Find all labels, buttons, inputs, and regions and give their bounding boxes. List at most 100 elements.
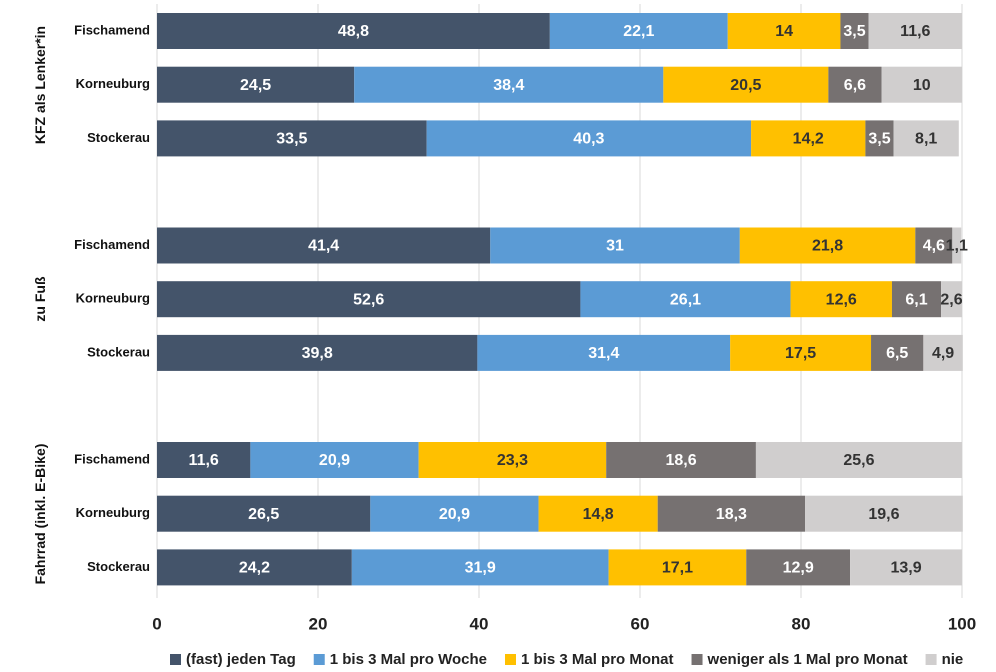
bar-segment xyxy=(663,66,829,103)
bar-segment xyxy=(477,334,731,371)
value-label: 14 xyxy=(775,23,793,40)
bar-segment xyxy=(157,227,491,264)
value-label: 20,5 xyxy=(730,77,761,94)
x-tick-label: 20 xyxy=(309,614,328,633)
value-label: 14,8 xyxy=(583,506,614,523)
bar-segment xyxy=(354,66,664,103)
bar-segment xyxy=(871,334,924,371)
bar-segment xyxy=(881,66,962,103)
value-label: 31 xyxy=(606,238,624,255)
bar-segment xyxy=(739,227,916,264)
x-tick-label: 80 xyxy=(792,614,811,633)
bar-segment xyxy=(941,281,962,318)
value-label: 13,9 xyxy=(890,560,921,577)
category-label: Stockerau xyxy=(87,344,150,359)
bar-segment xyxy=(157,442,251,478)
value-label: 40,3 xyxy=(573,131,604,148)
category-label: Fischamend xyxy=(74,237,150,252)
value-label: 11,6 xyxy=(189,452,219,469)
bar-segment xyxy=(157,495,371,532)
bar-segment xyxy=(840,13,869,49)
legend-label: (fast) jeden Tag xyxy=(186,651,296,668)
bar-segment xyxy=(426,120,752,157)
legend-swatch xyxy=(313,654,325,665)
value-label: 20,9 xyxy=(319,452,350,469)
bar-segment xyxy=(538,495,658,532)
value-label: 26,5 xyxy=(248,506,279,523)
legend-swatch xyxy=(691,654,703,665)
bar-segment xyxy=(790,281,892,318)
bar-segment xyxy=(923,334,963,371)
value-label: 6,1 xyxy=(905,291,927,308)
bar-segment xyxy=(891,281,942,318)
x-tick-label: 0 xyxy=(152,614,161,633)
bar-segment xyxy=(730,334,872,371)
value-label: 52,6 xyxy=(353,291,384,308)
bar-segment xyxy=(250,442,419,478)
bar-segment xyxy=(490,227,740,264)
value-label: 12,9 xyxy=(783,560,814,577)
value-label: 2,6 xyxy=(940,291,962,308)
value-label: 31,4 xyxy=(588,345,619,362)
x-tick-label: 40 xyxy=(470,614,489,633)
bar-segment xyxy=(608,549,747,586)
group-label: zu Fuß xyxy=(32,276,48,322)
bar-segment xyxy=(657,495,806,532)
bar-segment xyxy=(751,120,866,157)
legend-swatch xyxy=(925,654,937,665)
category-label: Korneuburg xyxy=(76,505,150,520)
value-label: 23,3 xyxy=(497,452,528,469)
bar-segment xyxy=(868,13,962,49)
value-label: 3,5 xyxy=(868,131,890,148)
bar-segment xyxy=(549,13,728,49)
bar-segment xyxy=(157,13,550,49)
bar-segment xyxy=(157,549,352,586)
value-label: 31,9 xyxy=(465,560,496,577)
bar-segment xyxy=(606,442,756,478)
legend-label: 1 bis 3 Mal pro Woche xyxy=(330,651,487,668)
value-label: 33,5 xyxy=(276,131,307,148)
category-label: Stockerau xyxy=(87,130,150,145)
category-label: Fischamend xyxy=(74,22,150,37)
value-label: 6,5 xyxy=(886,345,908,362)
value-label: 12,6 xyxy=(826,291,857,308)
bar-segment xyxy=(157,281,581,318)
value-label: 38,4 xyxy=(493,77,524,94)
value-label: 21,8 xyxy=(812,238,843,255)
value-label: 4,6 xyxy=(923,238,945,255)
value-label: 10 xyxy=(913,77,931,94)
value-label: 20,9 xyxy=(439,506,470,523)
category-label: Korneuburg xyxy=(76,291,150,306)
bar-segment xyxy=(157,120,427,157)
value-label: 25,6 xyxy=(843,452,874,469)
x-tick-label: 60 xyxy=(631,614,650,633)
bar-segment xyxy=(952,227,962,264)
bar-segment xyxy=(755,442,962,478)
value-label: 6,6 xyxy=(844,77,866,94)
value-label: 24,2 xyxy=(239,560,270,577)
bar-segment xyxy=(893,120,959,157)
value-label: 17,1 xyxy=(662,560,693,577)
bar-segment xyxy=(157,66,355,103)
legend-swatch xyxy=(170,654,181,665)
value-label: 17,5 xyxy=(785,345,816,362)
bar-segment xyxy=(418,442,607,478)
value-label: 18,3 xyxy=(716,506,747,523)
legend-label: weniger als 1 Mal pro Monat xyxy=(707,651,908,668)
legend-label: 1 bis 3 Mal pro Monat xyxy=(521,651,674,668)
bar-segment xyxy=(828,66,882,103)
bar-segment xyxy=(370,495,539,532)
group-label: KFZ als Lenker*in xyxy=(32,25,48,144)
bar-segment xyxy=(580,281,791,318)
bar-segment xyxy=(915,227,953,264)
value-label: 8,1 xyxy=(915,131,937,148)
bar-segment xyxy=(865,120,894,157)
value-label: 41,4 xyxy=(308,238,339,255)
value-label: 48,8 xyxy=(338,23,369,40)
value-label: 11,6 xyxy=(900,23,930,40)
value-label: 4,9 xyxy=(932,345,954,362)
value-label: 39,8 xyxy=(302,345,333,362)
group-label: Fahrrad (inkl. E-Bike) xyxy=(32,443,48,585)
bar-segment xyxy=(850,549,962,586)
